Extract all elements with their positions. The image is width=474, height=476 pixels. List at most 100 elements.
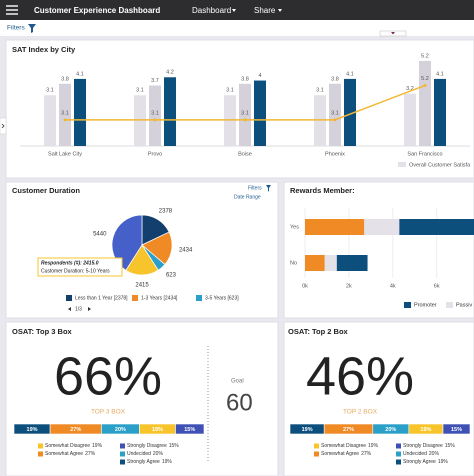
legend-name: Strongly Disagree	[403, 443, 443, 449]
legend-label: Less than 1 Year [2378]	[75, 295, 128, 301]
menu-icon[interactable]	[6, 5, 18, 15]
tooltip-text: Customer Duration: 5-10 Years	[41, 268, 110, 274]
data-label: 5440	[93, 231, 107, 237]
filter-icon	[266, 185, 271, 192]
legend-label: Strongly Disagree 15%	[403, 443, 455, 449]
menu-share[interactable]: Share	[254, 6, 276, 15]
segment-label: 15%	[184, 427, 195, 433]
line-label: 3.1	[151, 110, 159, 116]
data-label: 3.8	[61, 76, 69, 82]
rewards-chart: Rewards Member: 0k 2k 4k 6k Yes No Promoter Pass…	[290, 186, 474, 308]
segment-label: 15%	[451, 427, 462, 433]
data-label: 4.1	[346, 71, 354, 77]
legend-label: Somewhat Agree 27%	[321, 451, 372, 457]
caret	[232, 9, 236, 12]
sat-chart: SAT Index by City Salt Lake City 3.1 3.8 4.1…	[12, 45, 471, 168]
chart-title: Customer Duration	[12, 186, 80, 195]
data-label: 4	[258, 73, 261, 79]
filters-link: Filters	[248, 185, 262, 191]
data-label: 3.2	[406, 86, 414, 92]
bar	[134, 95, 146, 146]
legend-name: Strongly Disagree	[127, 443, 167, 449]
chart-title: SAT Index by City	[12, 45, 76, 54]
legend-swatch	[396, 459, 401, 465]
legend-swatch	[396, 443, 401, 449]
caret	[391, 32, 395, 35]
panel	[5, 321, 279, 476]
bar	[254, 80, 266, 146]
line-point	[423, 83, 427, 87]
data-label: 5.2	[421, 53, 429, 59]
x-tick-label: 2k	[346, 283, 352, 289]
legend-name: Undecided	[127, 451, 151, 457]
y-tick-label: No	[290, 260, 297, 266]
top-bar	[0, 0, 474, 20]
legend-name: Strongly Agree	[127, 459, 160, 465]
x-tick-label: 6k	[434, 283, 440, 289]
bar	[314, 95, 326, 146]
side-tab[interactable]	[0, 117, 7, 135]
data-label: 4.1	[76, 71, 84, 77]
legend-value: 15%	[445, 443, 456, 449]
legend-label: Somewhat Disagree 19%	[45, 443, 103, 449]
data-label: 2415	[135, 283, 149, 289]
line-point	[153, 118, 157, 122]
menu-dashboard[interactable]: Dashboard	[192, 6, 231, 15]
data-label: 3.1	[136, 88, 144, 94]
legend-swatch	[314, 451, 319, 457]
data-label: 4.1	[436, 71, 444, 77]
legend-name: Somewhat Agree	[45, 451, 83, 457]
filters-label[interactable]: Filters	[7, 25, 25, 32]
tooltip-text: Respondents (#): 2415.0	[41, 260, 99, 266]
legend-name: Undecided	[403, 451, 427, 457]
legend-label: 1-3 Years [2434]	[141, 295, 178, 301]
legend-name: Somewhat Disagree	[45, 443, 90, 449]
x-tick-label: 4k	[390, 283, 396, 289]
segment-label: 27%	[343, 427, 354, 433]
segment-label: 27%	[70, 427, 81, 433]
legend-value: 27%	[85, 451, 96, 457]
legend-label: Somewhat Disagree 19%	[321, 443, 379, 449]
segment-label: 20%	[385, 427, 396, 433]
bar-segment	[305, 219, 365, 235]
legend-swatch	[120, 459, 125, 465]
segment-label: 19%	[152, 427, 163, 433]
panel	[283, 321, 474, 476]
kpi-label: TOP 2 BOX	[343, 409, 378, 416]
legend-value: 19%	[92, 443, 103, 449]
data-label: 2378	[159, 209, 173, 215]
data-label: 3.7	[151, 78, 159, 84]
x-tick-label: Provo	[148, 151, 162, 157]
line-point	[333, 118, 337, 122]
legend-label: Strongly Agree 19%	[403, 459, 448, 465]
x-tick-label: 0k	[302, 283, 308, 289]
line-label: 3.1	[331, 110, 339, 116]
bar	[74, 78, 86, 146]
kpi-label: TOP 3 BOX	[91, 409, 126, 416]
side-tab-arrow	[1, 123, 5, 129]
legend-swatch	[396, 451, 401, 457]
chart-title: Rewards Member:	[290, 186, 355, 195]
line-point	[243, 118, 247, 122]
legend-value: 19%	[162, 459, 173, 465]
bar	[44, 95, 56, 146]
bar-segment	[336, 255, 368, 271]
bar-segment	[442, 423, 471, 435]
bar	[404, 93, 416, 146]
bar-segment	[305, 255, 325, 271]
data-label: 623	[166, 273, 177, 279]
line-label: 3.1	[241, 110, 249, 116]
app-title: Customer Experience Dashboard	[34, 6, 160, 15]
panel	[283, 181, 474, 319]
legend-swatch	[38, 451, 43, 457]
legend-label: Passiv	[456, 302, 472, 308]
filter-icon[interactable]	[28, 24, 36, 33]
legend-swatch	[314, 443, 319, 449]
legend-label: Undecided 20%	[403, 451, 439, 457]
line-label: 3.1	[61, 110, 69, 116]
legend-swatch	[404, 302, 411, 308]
duration-chart: Customer Duration Filters Date Range 2378 24…	[12, 185, 271, 312]
date-range-link: Date Range	[234, 194, 261, 200]
data-label: 2434	[179, 248, 193, 254]
